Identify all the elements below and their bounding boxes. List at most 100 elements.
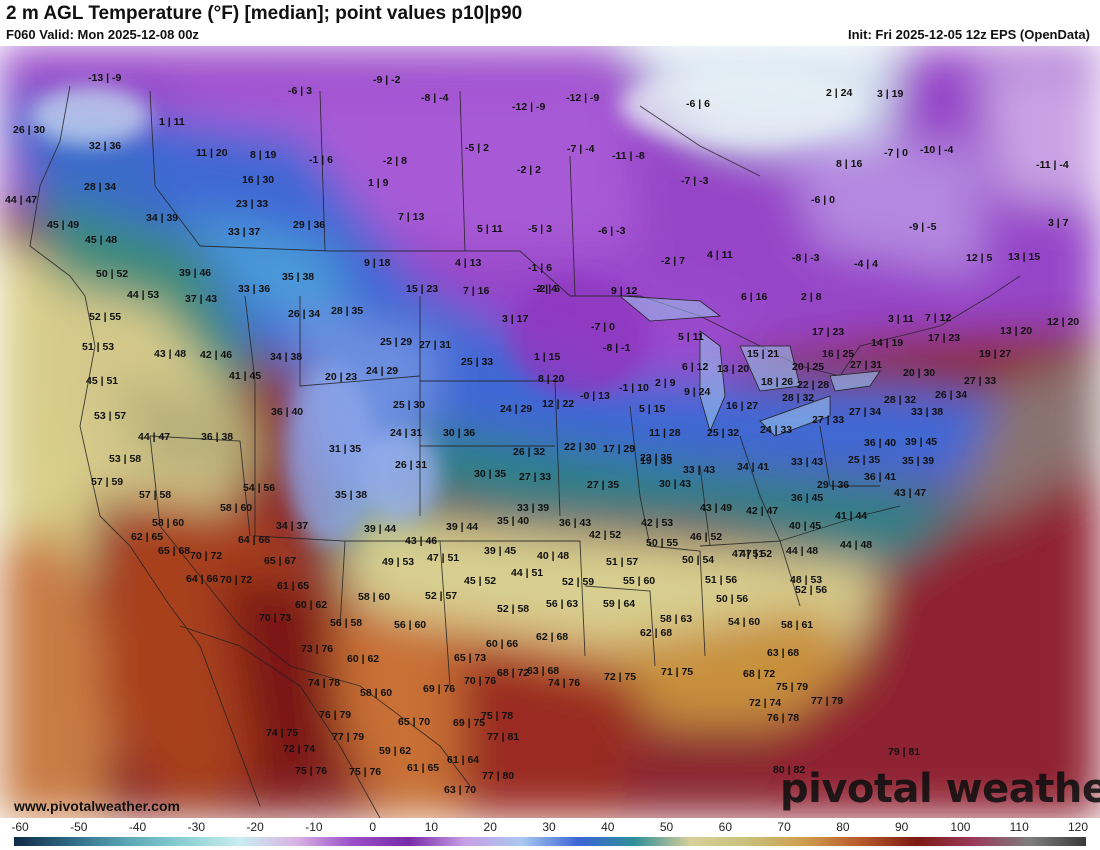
point-value: 33 | 36 — [238, 283, 270, 295]
color-scale-tick: -10 — [305, 820, 323, 834]
point-value: 5 | 11 — [477, 223, 503, 235]
point-value: 75 | 78 — [481, 710, 513, 722]
point-value: 6 | 16 — [741, 291, 767, 303]
point-value: 58 | 60 — [358, 591, 390, 603]
point-value: 69 | 75 — [453, 717, 485, 729]
point-value: 40 | 48 — [537, 550, 569, 562]
color-scale-tick: 120 — [1067, 820, 1089, 834]
map-canvas: -13 | -9 -6 | 3 -9 | -2 -8 | -4 -12 | -9 -12 … — [0, 46, 1100, 818]
point-value: 16 | 25 — [822, 348, 854, 360]
point-value: 34 | 38 — [270, 351, 302, 363]
point-value: 61 | 65 — [277, 580, 309, 592]
point-value: -1 | 10 — [619, 382, 649, 394]
point-value: 65 | 70 — [398, 716, 430, 728]
color-scale-tick: 60 — [718, 820, 733, 834]
point-value: 7 | 16 — [463, 285, 489, 297]
point-value: 44 | 48 — [786, 545, 818, 557]
point-value: -7 | -4 — [567, 143, 595, 155]
point-value: 37 | 43 — [185, 293, 217, 305]
point-value: 45 | 52 — [464, 575, 496, 587]
point-value: 8 | 19 — [250, 149, 276, 161]
point-value: 71 | 75 — [661, 666, 693, 678]
init-time: Init: Fri 2025-12-05 12z EPS (OpenData) — [847, 27, 1090, 42]
point-value: 57 | 58 — [139, 489, 171, 501]
point-value: 27 | 33 — [964, 375, 996, 387]
point-value: 33 | 43 — [683, 464, 715, 476]
point-value: 80 | 82 — [773, 764, 805, 776]
map-header: 2 m AGL Temperature (°F) [median]; point… — [0, 0, 1100, 46]
point-value: 33 | 39 — [517, 502, 549, 514]
point-value: 25 | 29 — [380, 336, 412, 348]
point-value: 36 | 45 — [791, 492, 823, 504]
temperature-map[interactable]: -13 | -9 -6 | 3 -9 | -2 -8 | -4 -12 | -9 -12 … — [0, 46, 1100, 818]
point-value: -2 | 2 — [517, 164, 541, 176]
point-value: 1 | 15 — [534, 351, 560, 363]
point-value: 48 | 53 — [790, 574, 822, 586]
site-url[interactable]: www.pivotalweather.com — [14, 798, 180, 814]
point-value: 18 | 26 — [761, 376, 793, 388]
point-value: 33 | 38 — [911, 406, 943, 418]
point-value: 59 | 62 — [379, 745, 411, 757]
point-value: 68 | 72 — [743, 668, 775, 680]
point-value: 45 | 49 — [47, 219, 79, 231]
color-scale-tick: 30 — [542, 820, 556, 834]
point-value: 36 | 38 — [201, 431, 233, 443]
point-value: 42 | 53 — [641, 517, 673, 529]
point-value: -2 | 7 — [661, 255, 685, 267]
point-value: 26 | 30 — [13, 124, 45, 136]
point-value: 68 | 72 — [497, 667, 529, 679]
point-value: 43 | 46 — [405, 535, 437, 547]
point-value: 63 | 68 — [527, 665, 559, 677]
point-value: 53 | 57 — [94, 410, 126, 422]
color-scale-tick: 0 — [369, 820, 376, 834]
point-value: 60 | 62 — [295, 599, 327, 611]
point-value: 26 | 34 — [935, 389, 967, 401]
map-title: 2 m AGL Temperature (°F) [median]; point… — [6, 3, 523, 24]
point-value: 42 | 47 — [746, 505, 778, 517]
point-value: 35 | 38 — [282, 271, 314, 283]
point-value: 6 | 12 — [682, 361, 708, 373]
color-scale-tick: 80 — [836, 820, 850, 834]
color-scale-tick: 70 — [777, 820, 791, 834]
color-scale-tick: 100 — [950, 820, 971, 834]
point-value: 50 | 54 — [682, 554, 714, 566]
point-value: 33 | 43 — [791, 456, 823, 468]
point-value: -6 | -3 — [598, 225, 626, 237]
point-value: 28 | 32 — [782, 392, 814, 404]
point-value: 9 | 12 — [611, 285, 637, 297]
color-scale-tick: 40 — [601, 820, 615, 834]
point-value: 34 | 37 — [276, 520, 308, 532]
point-value: 36 | 40 — [271, 406, 303, 418]
point-value: 62 | 68 — [536, 631, 568, 643]
point-value: 31 | 35 — [329, 443, 361, 455]
point-value: -11 | -4 — [1036, 159, 1069, 171]
point-value: 17 | 23 — [928, 332, 960, 344]
point-value: 30 | 36 — [443, 427, 475, 439]
point-value: 14 | 19 — [871, 337, 903, 349]
color-scale-tick: 90 — [894, 820, 909, 834]
point-value: 26 | 31 — [395, 459, 427, 471]
point-value: 43 | 49 — [700, 502, 732, 514]
point-value: 26 | 32 — [513, 446, 545, 458]
point-value: 77 | 81 — [487, 731, 519, 743]
point-value: 43 | 47 — [894, 487, 926, 499]
color-scale-tick: -40 — [128, 820, 147, 834]
point-value: 13 | 20 — [717, 363, 749, 375]
point-value: 2 | 24 — [826, 87, 852, 99]
point-value: 39 | 44 — [446, 521, 478, 533]
point-value: 41 | 44 — [835, 510, 867, 522]
point-value: 63 | 70 — [444, 784, 476, 796]
point-value: 23 | 33 — [236, 198, 268, 210]
point-value: -12 | -9 — [512, 101, 545, 113]
point-value: 28 | 34 — [84, 181, 116, 193]
point-value: 27 | 31 — [419, 339, 451, 351]
point-value: 74 | 76 — [548, 677, 580, 689]
point-value: 24 | 31 — [390, 427, 422, 439]
point-value: 28 | 35 — [331, 305, 363, 317]
point-value: 47 | 52 — [740, 548, 772, 560]
color-scale-tick: 110 — [1009, 820, 1029, 834]
point-value: 62 | 68 — [640, 627, 672, 639]
point-value: 12 | 22 — [542, 398, 574, 410]
point-value: -2 | 8 — [383, 155, 407, 167]
point-value: 25 | 35 — [848, 454, 880, 466]
